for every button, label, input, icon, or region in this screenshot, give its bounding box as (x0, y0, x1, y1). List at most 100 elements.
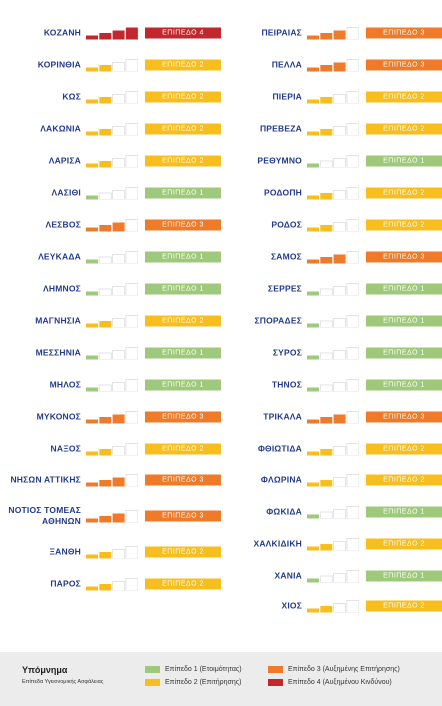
region-name: ΛΑΡΙΣΑ (49, 156, 81, 167)
level-bar-2 (319, 352, 333, 360)
level-bar-2 (320, 33, 333, 40)
region-name: ΤΗΝΟΣ (272, 380, 302, 391)
region-name-line: ΜΗΛΟΣ (49, 379, 81, 390)
level-bar-1 (307, 227, 319, 232)
region-row: ΛΗΜΝΟΣ ΕΠΙΠΕΔΟ 1 (0, 273, 221, 305)
level-badge: ΕΠΙΠΕΔΟ 2 (366, 443, 442, 455)
level-badge: ΕΠΙΠΕΔΟ 2 (366, 123, 442, 135)
risk-indicator (86, 347, 139, 360)
region-name: ΞΑΝΘΗ (50, 547, 82, 558)
level-badge: ΕΠΙΠΕΔΟ 1 (145, 379, 221, 391)
level-badge: ΕΠΙΠΕΔΟ 1 (145, 187, 221, 199)
region-row: ΚΟΡΙΝΘΙΑ ΕΠΙΠΕΔΟ 2 (0, 49, 221, 81)
level-bar-1 (86, 554, 98, 559)
level-bar-3 (112, 549, 126, 559)
legend-item-label: Επίπεδο 4 (Αυξημένου Κινδύνου) (288, 679, 392, 686)
risk-level-bars (307, 187, 360, 200)
region-name-line: ΣΑΜΟΣ (270, 251, 302, 262)
region-name: ΛΕΣΒΟΣ (46, 220, 82, 231)
region-name-line: ΚΟΡΙΝΘΙΑ (37, 59, 81, 70)
risk-level-bars (86, 59, 139, 72)
level-badge: ΕΠΙΠΕΔΟ 2 (366, 219, 442, 231)
region-name-line: ΡΕΘΥΜΝΟ (257, 155, 302, 166)
level-bar-1 (86, 67, 98, 72)
level-bar-3 (333, 509, 347, 519)
level-badge: ΕΠΙΠΕΔΟ 3 (366, 59, 442, 71)
level-bar-4 (125, 27, 138, 40)
region-name-line: ΚΩΣ (62, 91, 81, 102)
region-name: ΜΗΛΟΣ (50, 380, 81, 391)
risk-indicator (86, 578, 139, 591)
region-name-line: ΜΕΣΣΗΝΙΑ (35, 347, 81, 358)
region-row: ΛΑΚΩΝΙΑ ΕΠΙΠΕΔΟ 2 (0, 113, 221, 145)
region-name-line: ΠΕΙΡΑΙΑΣ (261, 27, 302, 38)
risk-indicator (86, 27, 138, 40)
risk-indicator (86, 411, 139, 424)
level-bar-2 (99, 33, 112, 40)
level-bar-1 (307, 355, 319, 360)
level-badge: ΕΠΙΠΕΔΟ 2 (145, 443, 221, 455)
region-name: ΛΑΚΩΝΙΑ (40, 124, 81, 135)
level-bar-1 (307, 259, 319, 264)
risk-indicator (307, 187, 360, 200)
region-name-line: ΣΠΟΡΑΔΕΣ (254, 315, 302, 326)
risk-level-bars (86, 283, 139, 296)
level-bar-4 (346, 283, 360, 296)
level-bar-3 (112, 446, 126, 456)
risk-indicator (307, 474, 360, 487)
level-bar-1 (307, 419, 319, 424)
level-badge: ΕΠΙΠΕΔΟ 2 (145, 91, 221, 103)
region-name: ΠΑΡΟΣ (50, 579, 81, 590)
level-bar-2 (319, 320, 333, 328)
level-bar-4 (346, 251, 360, 264)
region-name-line: ΑΘΗΝΩΝ (42, 516, 81, 526)
level-bar-4 (346, 474, 360, 487)
level-bar-4 (346, 443, 360, 456)
region-row: ΧΑΛΚΙΔΙΚΗ ΕΠΙΠΕΔΟ 2 (221, 528, 442, 560)
region-name: ΠΕΛΛΑ (272, 60, 302, 71)
region-name: ΧΑΝΙΑ (275, 571, 302, 582)
level-bar-2 (319, 288, 333, 296)
region-name: ΚΟΡΙΝΘΙΑ (38, 60, 81, 71)
level-bar-2 (320, 606, 333, 613)
risk-level-bars (86, 443, 139, 456)
level-bar-4 (346, 315, 360, 328)
level-bar-1 (86, 259, 98, 264)
region-name: ΛΑΣΙΘΙ (52, 188, 81, 199)
region-name: ΛΗΜΝΟΣ (43, 284, 81, 295)
risk-level-bars (307, 474, 360, 487)
level-bar-2 (98, 288, 112, 296)
level-bar-3 (112, 513, 125, 523)
region-name-line: ΣΥΡΟΣ (272, 347, 302, 358)
risk-level-bars (86, 411, 139, 424)
level-badge: ΕΠΙΠΕΔΟ 3 (145, 411, 221, 423)
level-bar-4 (125, 474, 139, 487)
level-bar-1 (86, 451, 98, 456)
region-row: ΝΟΤΙΟΣ ΤΟΜΕΑΣ ΑΘΗΝΩΝ ΕΠΙΠΕΔΟ 3 (0, 498, 221, 534)
risk-indicator (86, 187, 139, 200)
region-row: ΚΩΣ ΕΠΙΠΕΔΟ 2 (0, 81, 221, 113)
region-name-line: ΝΑΞΟΣ (50, 443, 81, 454)
level-bar-1 (86, 195, 98, 200)
level-bar-2 (99, 417, 112, 424)
risk-indicator (86, 123, 139, 136)
region-row: ΛΕΥΚΑΔΑ ΕΠΙΠΕΔΟ 1 (0, 241, 221, 273)
level-bar-4 (346, 27, 360, 40)
risk-level-bars (86, 187, 139, 200)
level-badge: ΕΠΙΠΕΔΟ 2 (145, 546, 221, 558)
level-bar-4 (125, 219, 139, 232)
level-bar-1 (86, 323, 98, 328)
region-row: ΡΟΔΟΠΗ ΕΠΙΠΕΔΟ 2 (221, 177, 442, 209)
region-name: ΜΕΣΣΗΝΙΑ (36, 348, 81, 359)
region-row: ΣΥΡΟΣ ΕΠΙΠΕΔΟ 1 (221, 337, 442, 369)
level-badge: ΕΠΙΠΕΔΟ 3 (366, 27, 442, 39)
region-name: ΠΙΕΡΙΑ (272, 92, 302, 103)
region-name-line: ΤΗΝΟΣ (271, 379, 302, 390)
level-bar-3 (333, 254, 346, 264)
level-bar-2 (99, 225, 112, 232)
level-bar-4 (346, 187, 360, 200)
region-name-line: ΛΑΡΙΣΑ (48, 155, 81, 166)
risk-indicator (307, 27, 360, 40)
region-name-line: ΛΕΣΒΟΣ (45, 219, 81, 230)
level-bar-1 (86, 586, 98, 591)
